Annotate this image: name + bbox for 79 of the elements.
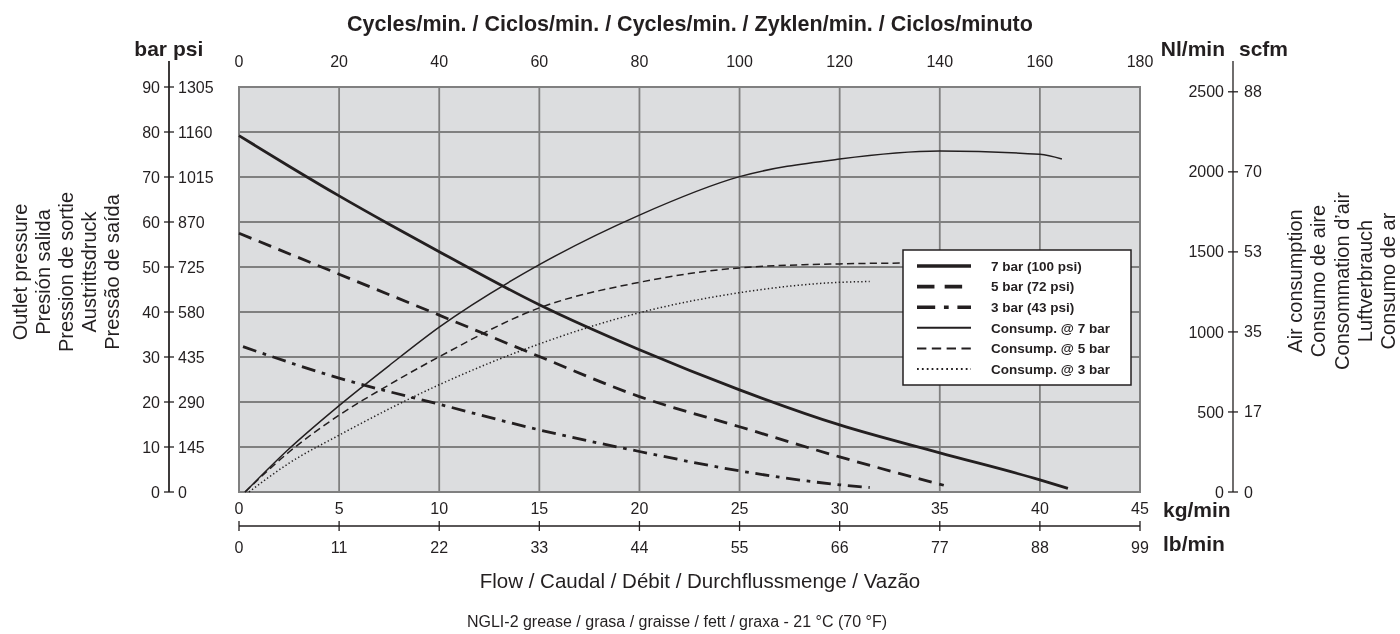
x-tick-label: 35 bbox=[930, 500, 949, 517]
text: 22 bbox=[430, 539, 449, 556]
legend-label: Consump. @ 3 bar bbox=[991, 361, 1111, 377]
text: scfm bbox=[1239, 37, 1289, 60]
y-axis-title: Outlet pressure Presión salida Pression de sortie Austrittsdruck Pressão de saída bbox=[9, 191, 123, 353]
x2-tick-label: 80 bbox=[630, 53, 649, 70]
text: kg/min bbox=[1163, 498, 1231, 521]
legend-label: 3 bar (43 psi) bbox=[991, 299, 1075, 315]
y3-tick-label: 2500 bbox=[1188, 83, 1225, 101]
y-tick-label: 10 bbox=[142, 438, 161, 456]
y-tick-label: 50 bbox=[142, 258, 161, 276]
legend-label: Consump. @ 7 bar bbox=[991, 320, 1111, 336]
y-tick-label: 80 bbox=[142, 123, 161, 141]
x2-tick-label: 100 bbox=[726, 53, 753, 70]
y3-tick-label: 0 bbox=[1215, 483, 1225, 501]
y2-tick-label: 290 bbox=[178, 393, 205, 411]
x-tick-label: 10 bbox=[430, 500, 449, 517]
y3-tick-label: 1000 bbox=[1188, 323, 1225, 341]
x2-tick-label: 120 bbox=[826, 53, 854, 70]
y3-tick-label: 500 bbox=[1197, 403, 1225, 421]
text: 77 bbox=[930, 539, 949, 556]
text: NGLI-2 grease / grasa / graisse / fett / graxa - 21 °C (70 °F) bbox=[466, 613, 888, 630]
text: 11 bbox=[330, 539, 348, 556]
y-tick-label: 60 bbox=[142, 213, 161, 231]
x-tick-label: 5 bbox=[334, 500, 344, 517]
text: 0 bbox=[234, 539, 244, 556]
legend-label: Consump. @ 5 bar bbox=[991, 341, 1111, 357]
y3-tick-label: 1500 bbox=[1188, 243, 1225, 261]
text: 66 bbox=[830, 539, 849, 556]
text: 35 bbox=[1244, 323, 1262, 341]
x-tick-label: 40 bbox=[1030, 500, 1049, 517]
x2-tick-label: 160 bbox=[1026, 53, 1054, 70]
text: bar bbox=[134, 37, 167, 60]
y2-tick-label: 1305 bbox=[178, 78, 214, 96]
text: 99 bbox=[1131, 539, 1149, 556]
y3-tick-label: 2000 bbox=[1188, 163, 1225, 181]
text: 0 bbox=[1244, 483, 1253, 501]
x-tick-label: 20 bbox=[630, 500, 649, 517]
x2-axis-title: Cycles/min. / Ciclos/min. / Cycles/min. / Zyklen/min. / Ciclos/minuto bbox=[347, 12, 1033, 36]
legend-label: 7 bar (100 psi) bbox=[991, 258, 1082, 274]
text: 17 bbox=[1244, 403, 1262, 421]
text: 53 bbox=[1244, 243, 1262, 261]
text: 44 bbox=[630, 539, 649, 556]
x2-tick-label: 40 bbox=[430, 53, 449, 70]
text: 70 bbox=[1244, 163, 1262, 181]
legend-label: 5 bar (72 psi) bbox=[991, 279, 1075, 295]
text: lb/min bbox=[1163, 532, 1225, 555]
y2-tick-label: 870 bbox=[178, 213, 205, 231]
text: 33 bbox=[530, 539, 549, 556]
x-tick-label: 30 bbox=[830, 500, 849, 517]
x2-tick-label: 0 bbox=[234, 53, 244, 70]
y-tick-label: 40 bbox=[142, 303, 161, 321]
x2-tick-label: 20 bbox=[330, 53, 349, 70]
text: 88 bbox=[1030, 539, 1049, 556]
x-tick-label: 0 bbox=[234, 500, 244, 517]
y-tick-label: 0 bbox=[151, 483, 161, 501]
y2-tick-label: 1015 bbox=[178, 168, 214, 186]
text: Nl/min bbox=[1160, 37, 1225, 60]
y2-tick-label: 580 bbox=[178, 303, 205, 321]
y2-tick-label: 145 bbox=[178, 438, 205, 456]
y-tick-label: 20 bbox=[142, 393, 161, 411]
x-tick-label: 25 bbox=[730, 500, 749, 517]
text: 88 bbox=[1244, 83, 1262, 101]
y-tick-label: 90 bbox=[142, 78, 161, 96]
y2-tick-label: 0 bbox=[178, 483, 187, 501]
x2-tick-label: 180 bbox=[1126, 53, 1154, 70]
y2-tick-label: 435 bbox=[178, 348, 205, 366]
x2-tick-label: 60 bbox=[530, 53, 549, 70]
x-axis-title: Flow / Caudal / Débit / Durchflussmenge / Vazão bbox=[479, 569, 921, 592]
y3-axis-title: Air consumption Consumo de aire Consommation d’air Luftverbrauch Consumo de ar bbox=[1284, 191, 1400, 370]
y-tick-label: 30 bbox=[142, 348, 161, 366]
x2-tick-label: 140 bbox=[926, 53, 954, 70]
y2-tick-label: 725 bbox=[178, 258, 205, 276]
y-tick-label: 70 bbox=[142, 168, 161, 186]
text: psi bbox=[173, 37, 204, 60]
x-tick-label: 45 bbox=[1131, 500, 1149, 517]
y2-tick-label: 1160 bbox=[178, 123, 213, 141]
text: 55 bbox=[730, 539, 749, 556]
x-tick-label: 15 bbox=[530, 500, 549, 517]
